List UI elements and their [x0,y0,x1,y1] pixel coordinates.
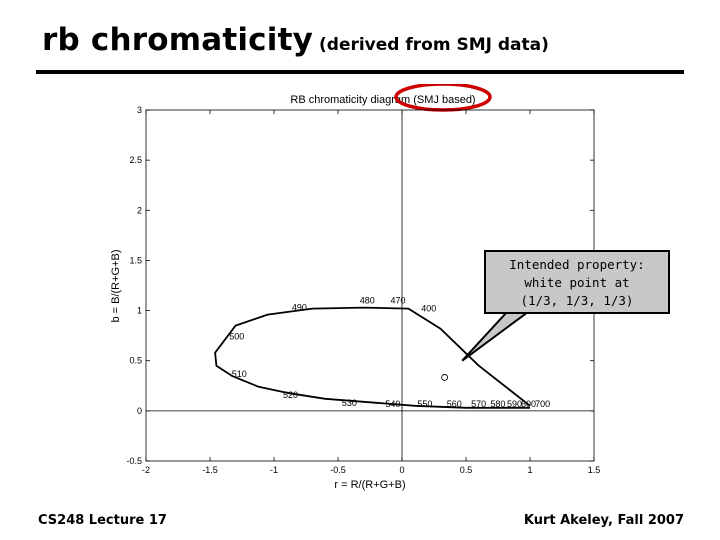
wavelength-label: 570 [471,399,486,409]
y-axis-label: b = B/(R+G+B) [110,249,122,322]
slide-title-main: rb chromaticity [42,22,313,58]
spectral-locus-layer [214,306,531,409]
y-tick-label: 1 [137,306,142,316]
y-tick-label: 2.5 [129,155,142,165]
x-tick-label: -1 [270,465,278,475]
y-tick-label: 1.5 [129,255,142,265]
y-tick-label: 3 [137,105,142,115]
y-tick-label: -0.5 [126,456,142,466]
x-axis-label: r = R/(R+G+B) [334,479,405,491]
callout-line-2: white point at [524,275,630,290]
title-rule [36,70,684,74]
wavelength-label: 560 [447,399,462,409]
x-tick-label: 0 [399,465,404,475]
x-tick-label: -0.5 [330,465,346,475]
chromaticity-chart: RB chromaticity diagram (SMJ based) -2 -1… [110,82,600,491]
slide-title: rb chromaticity (derived from SMJ data) [42,22,549,58]
slide-title-sub: (derived from SMJ data) [319,35,549,55]
footer-course: CS248 Lecture 17 [38,513,167,528]
wavelength-labels: 490 480 470 400 500 510 520 530 540 550 560 570 580 5… [229,296,550,409]
wavelength-label: 500 [229,332,244,342]
y-tick-label: 2 [137,205,142,215]
chart-title: RB chromaticity diagram (SMJ based) [290,94,475,106]
x-tick-label: -1.5 [202,465,218,475]
y-tick-label: 0 [137,406,142,416]
wavelength-label: 480 [360,296,375,306]
wavelength-label: 700 [535,399,550,409]
wavelength-label: 520 [283,390,298,400]
wavelength-label: 510 [232,369,247,379]
wavelength-label: 400 [421,304,436,314]
x-tick-label: 1.5 [588,465,601,475]
wavelength-label: 580 [490,399,505,409]
x-tick-label: -2 [142,465,150,475]
footer-author: Kurt Akeley, Fall 2007 [523,513,684,528]
x-tick-label: 1 [527,465,532,475]
wavelength-label: 530 [342,398,357,408]
white-point-marker [441,374,449,381]
zero-axes [146,110,594,461]
y-tick-label: 0.5 [129,356,142,366]
wavelength-label: 550 [417,399,432,409]
axis-ticks: -2 -1.5 -1 -0.5 0 0.5 1 1.5 -0.5 0 0.5 1 1.5 2 2.5 3 [126,105,600,475]
callout-line-1: Intended property: [509,257,645,272]
callout-line-3: (1/3, 1/3, 1/3) [520,293,634,308]
x-tick-label: 0.5 [460,465,473,475]
chart-figure: RB chromaticity diagram (SMJ based) -2 -1… [100,82,620,498]
wavelength-label: 540 [385,399,400,409]
wavelength-label: 470 [390,296,405,306]
wavelength-label: 600 [521,399,536,409]
wavelength-label: 490 [292,303,307,313]
wavelength-label: 590 [507,399,522,409]
spectral-locus-line [214,306,531,409]
callout-box: Intended property: white point at (1/3, … [484,250,670,314]
